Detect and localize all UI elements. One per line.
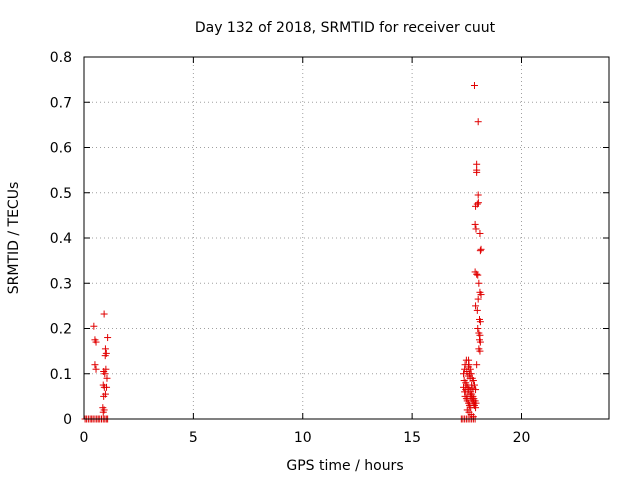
data-point: [467, 370, 475, 378]
data-point: [466, 365, 474, 373]
y-tick-label: 0.8: [50, 50, 72, 66]
data-point: [102, 365, 110, 373]
data-point: [100, 406, 108, 414]
data-point: [474, 325, 482, 332]
data-point: [470, 82, 478, 90]
data-point: [475, 279, 483, 287]
y-tick-label: 0.7: [50, 95, 72, 111]
data-point: [476, 338, 484, 346]
data-point: [473, 160, 481, 168]
data-point: [476, 318, 484, 326]
y-tick-label: 0.6: [50, 141, 72, 157]
data-point: [101, 352, 109, 360]
data-point: [90, 322, 98, 330]
data-point: [469, 384, 477, 392]
x-tick-label: 15: [403, 430, 421, 446]
data-point: [471, 220, 479, 228]
data-point: [476, 247, 484, 255]
data-point: [472, 225, 480, 233]
data-point: [101, 345, 109, 353]
data-point: [476, 347, 484, 355]
data-point: [472, 404, 480, 412]
data-point: [468, 381, 476, 389]
x-axis-label: GPS time / hours: [286, 458, 403, 474]
data-point: [474, 199, 482, 207]
data-point: [91, 361, 99, 369]
data-point: [473, 306, 481, 314]
y-tick-label: 0.5: [50, 186, 72, 202]
data-point: [103, 383, 111, 391]
y-tick-label: 0.1: [50, 367, 72, 383]
data-point: [477, 245, 485, 253]
y-tick-label: 0.4: [50, 231, 72, 247]
data-point: [92, 365, 100, 373]
y-axis-label: SRMTID / TECUs: [6, 182, 22, 295]
data-point: [477, 291, 485, 299]
data-point: [473, 270, 481, 278]
data-point: [474, 295, 482, 303]
data-point: [103, 374, 111, 382]
data-point: [462, 386, 470, 394]
data-point: [104, 334, 112, 342]
grid-layer: [84, 57, 609, 419]
data-point: [465, 361, 473, 369]
data-point: [473, 361, 481, 369]
plot-frame: [83, 56, 610, 420]
x-tick-label: 10: [294, 430, 312, 446]
data-point: [474, 191, 482, 199]
y-tick-labels: 0 0.1 0.2 0.3 0.4 0.5 0.6 0.7 0.8: [50, 50, 72, 428]
data-point: [92, 338, 100, 346]
x-tick-label: 5: [189, 430, 198, 446]
data-point: [472, 302, 480, 310]
x-tick-label: 0: [80, 430, 89, 446]
y-tick-label: 0.3: [50, 276, 72, 292]
data-point: [473, 166, 481, 174]
data-point: [474, 118, 482, 126]
data-point: [469, 377, 477, 385]
x-tick-label: 20: [513, 430, 531, 446]
chart-title: Day 132 of 2018, SRMTID for receiver cuu…: [195, 20, 496, 36]
data-point: [100, 392, 108, 400]
data-point: [472, 202, 480, 210]
data-point: [101, 370, 109, 378]
data-point: [100, 310, 108, 318]
x-tick-labels: 0 5 10 15 20: [80, 430, 531, 446]
y-tick-label: 0: [63, 412, 72, 428]
y-tick-label: 0.2: [50, 322, 72, 338]
data-point: [474, 271, 482, 279]
data-points: [81, 82, 485, 423]
axis-ticks: [83, 56, 609, 420]
data-point: [476, 229, 484, 237]
